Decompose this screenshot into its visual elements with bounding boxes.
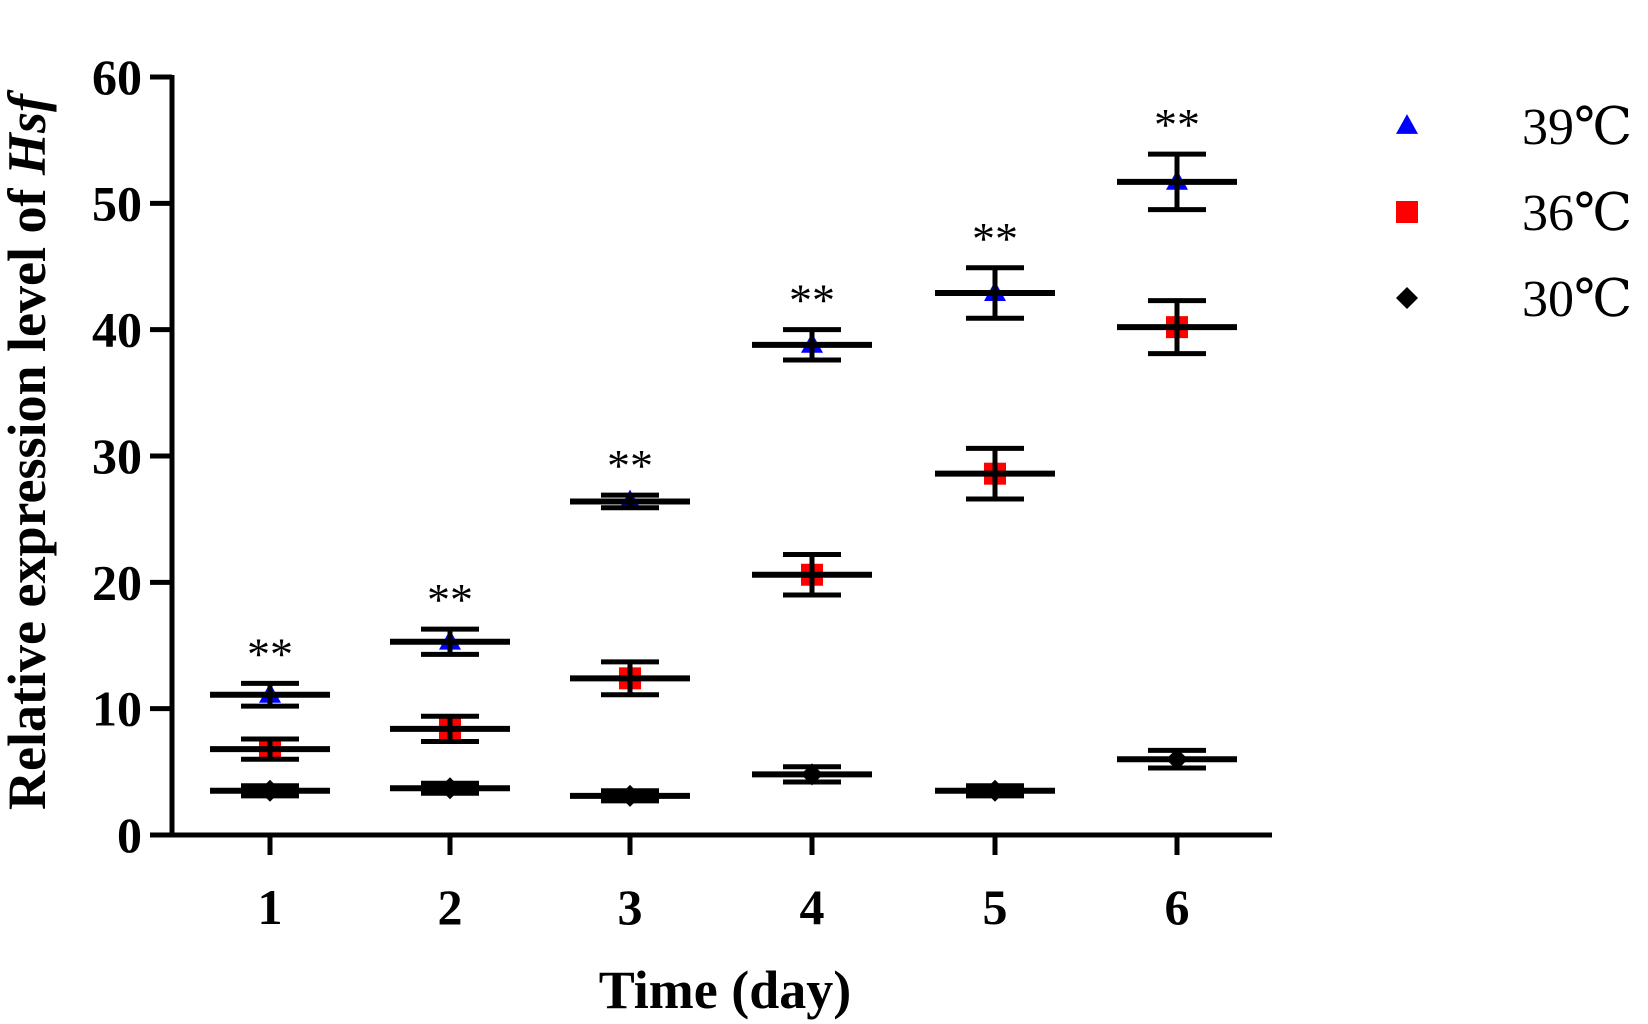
y-axis-title: Relative expression level of Hsf — [0, 89, 57, 810]
plot-area: ** ** ** ** ** ** — [210, 99, 1237, 807]
x-tick-label: 1 — [258, 879, 283, 935]
significance-label: ** — [607, 440, 653, 491]
series — [210, 747, 1237, 807]
y-tick-label: 20 — [92, 554, 142, 610]
significance-label: ** — [427, 574, 473, 625]
legend: 39℃ 36℃ 30℃ — [1396, 99, 1632, 328]
x-axis-title: Time (day) — [599, 960, 852, 1020]
significance-label: ** — [789, 275, 835, 326]
legend-label: 36℃ — [1522, 185, 1632, 242]
legend-label: 30℃ — [1522, 271, 1632, 328]
series — [210, 298, 1237, 762]
y-tick-label: 50 — [92, 175, 142, 231]
x-tick-label: 2 — [438, 879, 463, 935]
legend-item: 36℃ — [1396, 185, 1632, 242]
legend-item: 30℃ — [1396, 271, 1632, 328]
series — [210, 151, 1237, 709]
y-tick-label: 40 — [92, 302, 142, 358]
legend-marker — [1396, 114, 1418, 134]
legend-item: 39℃ — [1396, 99, 1632, 156]
x-tick-label: 4 — [800, 879, 825, 935]
x-tick-label: 6 — [1165, 879, 1190, 935]
x-tick-label: 3 — [618, 879, 643, 935]
significance-label: ** — [1154, 99, 1200, 150]
y-axis-title-gene: Hsf — [0, 89, 57, 176]
axes: 0 10 20 30 40 50 60 1 2 3 4 5 6 — [92, 49, 1272, 935]
y-tick-label: 60 — [92, 49, 142, 105]
legend-marker — [1396, 287, 1418, 309]
legend-marker — [1396, 201, 1418, 223]
significance-label: ** — [247, 628, 293, 679]
y-tick-label: 30 — [92, 428, 142, 484]
y-tick-label: 10 — [92, 681, 142, 737]
significance-label: ** — [972, 213, 1018, 264]
y-tick-label: 0 — [117, 807, 142, 863]
x-tick-label: 5 — [983, 879, 1008, 935]
y-axis-title-text: Relative expression level of — [0, 175, 57, 810]
legend-label: 39℃ — [1522, 99, 1632, 156]
